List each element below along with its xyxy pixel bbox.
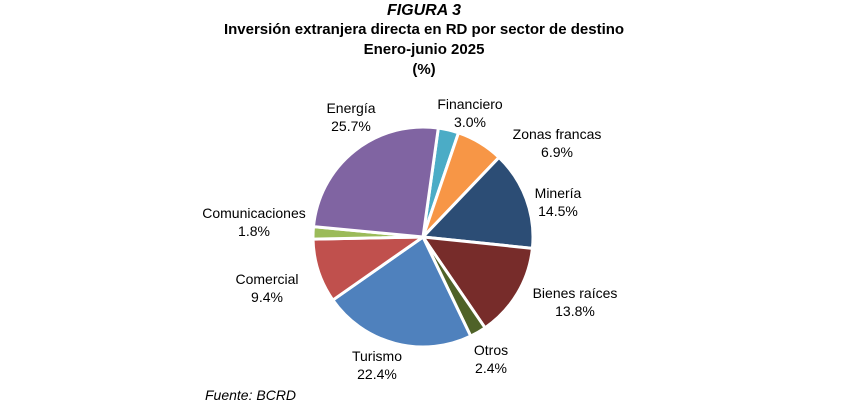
chart-title: Inversión extranjera directa en RD por s… (223, 21, 625, 38)
figure-label: FIGURA 3 (386, 2, 462, 19)
slice-category-label: Comunicaciones (202, 205, 306, 221)
slice-category-label: Energía (326, 100, 375, 116)
slice-label-turismo: Turismo 22.4% (352, 348, 402, 382)
slice-category-label: Turismo (352, 348, 402, 364)
pie-slice-bienes-raices (421, 235, 534, 330)
slice-category-label: Zonas francas (513, 126, 602, 142)
slice-value-label: 13.8% (555, 303, 595, 319)
slice-label-financiero: Financiero 3.0% (437, 96, 503, 130)
pie-slice-mineria (421, 155, 535, 250)
slice-category-label: Comercial (235, 271, 298, 287)
slice-category-label: Otros (474, 342, 508, 358)
slice-label-mineria: Minería 14.5% (535, 185, 582, 219)
slice-label-zonas-francas: Zonas francas 6.9% (513, 126, 602, 160)
slice-value-label: 6.9% (541, 144, 573, 160)
chart-unit: (%) (412, 61, 436, 78)
slice-category-label: Minería (535, 185, 582, 201)
pie-slice-turismo (331, 235, 473, 349)
pie-labels: Financiero 3.0% Zonas francas 6.9% Minería 14… (202, 96, 617, 382)
slice-label-comercial: Comercial 9.4% (235, 271, 298, 305)
slice-label-otros: Otros 2.4% (474, 342, 508, 376)
pie-slice-energia (311, 125, 440, 239)
chart-subtitle: Enero-junio 2025 (363, 41, 485, 58)
slice-value-label: 1.8% (238, 223, 270, 239)
slice-value-label: 22.4% (357, 366, 397, 382)
chart-header: FIGURA 3 Inversión extranjera directa en… (0, 0, 848, 80)
slice-value-label: 3.0% (454, 114, 486, 130)
pie-slices (311, 125, 535, 349)
slice-value-label: 2.4% (475, 360, 507, 376)
slice-category-label: Bienes raíces (533, 285, 618, 301)
slice-value-label: 9.4% (251, 289, 283, 305)
slice-label-energia: Energía 25.7% (326, 100, 375, 134)
slice-category-label: Financiero (437, 96, 503, 112)
slice-label-comunicaciones: Comunicaciones 1.8% (202, 205, 306, 239)
slice-value-label: 14.5% (538, 203, 578, 219)
slice-label-bienes-raices: Bienes raíces 13.8% (533, 285, 618, 319)
source-note: Fuente: BCRD (205, 387, 297, 403)
slice-value-label: 25.7% (331, 118, 371, 134)
